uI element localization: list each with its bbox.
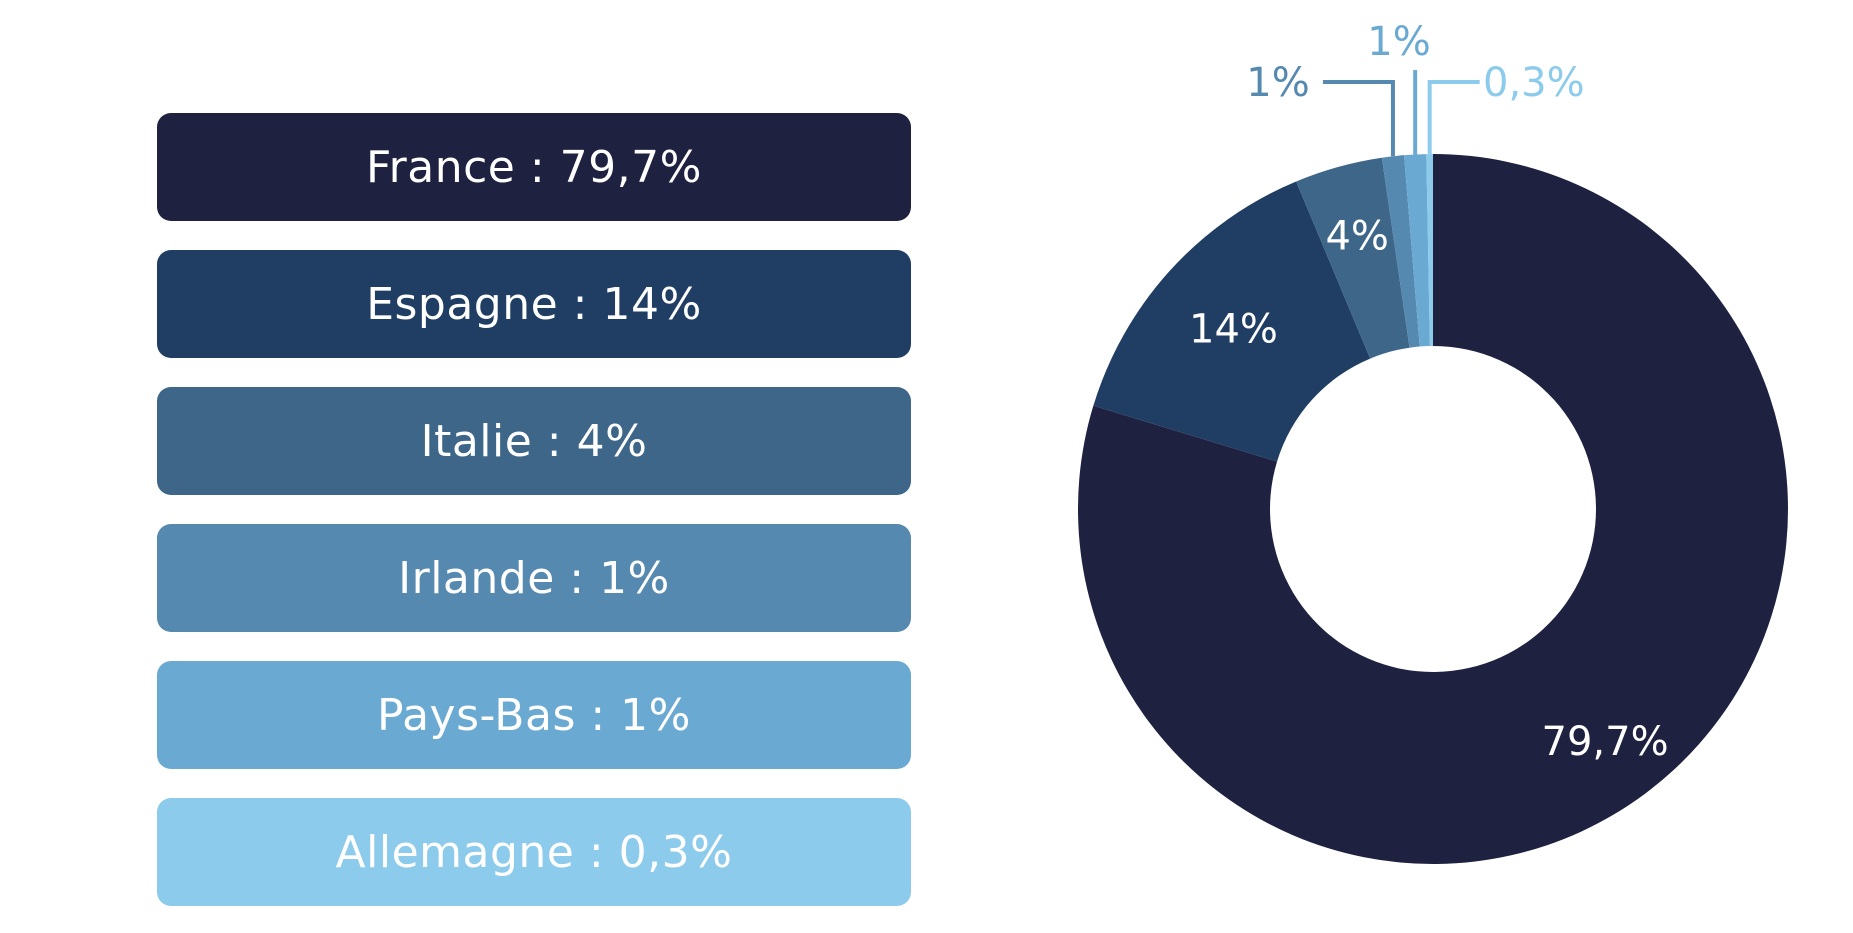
slice-italie	[1296, 157, 1410, 359]
slice-labels: 79,7% 14% 4% 1% 1% 0,3%	[1189, 19, 1669, 765]
slice-label-france: 79,7%	[1542, 719, 1669, 765]
legend-label: Irlande : 1%	[398, 552, 670, 604]
slice-pays-bas	[1404, 154, 1430, 347]
legend-label: Allemagne : 0,3%	[335, 826, 733, 878]
leader-lines	[1322, 70, 1480, 157]
slice-label-irlande: 1%	[1246, 60, 1309, 106]
donut-slices	[1078, 154, 1788, 865]
legend-item-irlande: Irlande : 1%	[157, 524, 911, 632]
slice-allemagne	[1426, 154, 1433, 347]
leader-line-irlande	[1322, 80, 1395, 157]
legend-item-italie: Italie : 4%	[157, 387, 911, 495]
legend-item-pays-bas: Pays-Bas : 1%	[157, 661, 911, 769]
slice-france	[1078, 154, 1788, 865]
legend-item-espagne: Espagne : 14%	[157, 250, 911, 358]
legend-item-france: France : 79,7%	[157, 113, 911, 221]
slice-irlande	[1381, 155, 1420, 348]
leader-line-allemagne	[1427, 80, 1480, 155]
slice-label-italie: 4%	[1325, 213, 1388, 259]
legend-label: France : 79,7%	[366, 141, 702, 193]
legend-item-allemagne: Allemagne : 0,3%	[157, 798, 911, 906]
slice-label-allemagne: 0,3%	[1483, 60, 1585, 106]
slice-label-espagne: 14%	[1189, 307, 1278, 353]
slice-label-pays-bas: 1%	[1367, 19, 1430, 65]
legend-label: Espagne : 14%	[366, 278, 702, 330]
legend-label: Pays-Bas : 1%	[377, 689, 691, 741]
slice-espagne	[1093, 181, 1371, 462]
legend-label: Italie : 4%	[420, 415, 648, 467]
